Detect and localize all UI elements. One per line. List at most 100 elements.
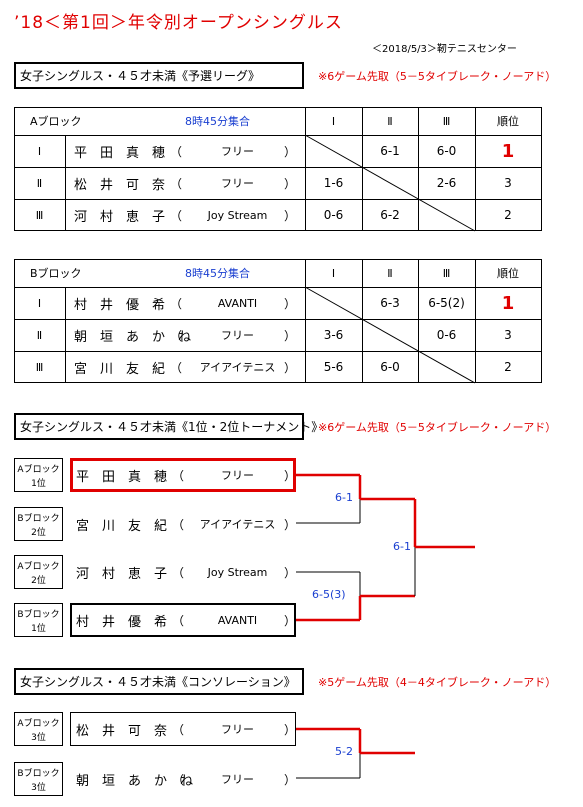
block-box bbox=[14, 555, 63, 589]
row-number: Ⅱ bbox=[36, 176, 43, 190]
row-line bbox=[14, 199, 542, 200]
paren: ） bbox=[284, 208, 297, 223]
section-note: ※6ゲーム先取（5－5タイブレーク・ノーアド） bbox=[318, 70, 557, 83]
rank: 2 bbox=[504, 208, 512, 222]
paren: （ bbox=[172, 722, 185, 737]
paren: （ bbox=[172, 772, 185, 787]
paren: ） bbox=[284, 613, 297, 628]
paren: ） bbox=[284, 565, 297, 580]
paren: ） bbox=[284, 722, 297, 737]
column-header: Ⅰ bbox=[331, 266, 336, 280]
block-rank: Aブロック bbox=[17, 561, 60, 572]
meeting-time: 8時45分集合 bbox=[185, 267, 250, 280]
player-name: 村 井 優 希 bbox=[74, 297, 166, 313]
club: AVANTI bbox=[217, 613, 258, 627]
block-box bbox=[14, 762, 63, 796]
col-line bbox=[362, 259, 363, 383]
section-note: ※6ゲーム先取（5－5タイブレーク・ノーアド） bbox=[318, 421, 557, 434]
block-rank: Bブロック bbox=[17, 609, 60, 620]
match-score: 5-2 bbox=[335, 745, 353, 758]
club: AVANTI bbox=[217, 296, 258, 310]
col-line bbox=[475, 259, 476, 383]
section-heading: 女子シングルス・４５才未満《予選リーグ》 bbox=[14, 62, 304, 89]
player-name: 平 田 真 穂 bbox=[76, 469, 168, 485]
player-name: 平 田 真 穂 bbox=[74, 145, 166, 161]
club: アイアイテニス bbox=[199, 361, 276, 374]
score: 5-6 bbox=[323, 360, 344, 374]
paren: （ bbox=[170, 176, 183, 191]
paren: （ bbox=[170, 360, 183, 375]
paren: （ bbox=[172, 565, 185, 580]
block-rank: 2位 bbox=[31, 527, 46, 538]
col-line bbox=[362, 107, 363, 231]
score: 6-3 bbox=[380, 296, 400, 310]
player-name: 宮 川 友 紀 bbox=[74, 361, 166, 377]
row-line bbox=[14, 351, 542, 352]
club: フリー bbox=[221, 723, 254, 736]
score: 6-1 bbox=[380, 144, 400, 158]
section-heading: 女子シングルス・４５才未満《コンソレーション》 bbox=[14, 668, 304, 695]
col-line bbox=[65, 135, 66, 231]
paren: （ bbox=[170, 296, 183, 311]
player-name: 河 村 恵 子 bbox=[76, 566, 168, 582]
row-line bbox=[14, 167, 542, 168]
block-rank: Bブロック bbox=[17, 768, 60, 779]
player-name: 宮 川 友 紀 bbox=[76, 518, 168, 534]
paren: ） bbox=[284, 176, 297, 191]
header-row bbox=[14, 287, 542, 288]
paren: ） bbox=[284, 360, 297, 375]
row-number: Ⅰ bbox=[37, 296, 42, 310]
score: 1-6 bbox=[323, 176, 344, 190]
match-score: 6-5(3) bbox=[312, 588, 346, 601]
entry-box bbox=[70, 712, 296, 746]
block-box bbox=[14, 458, 63, 492]
match-score: 6-1 bbox=[335, 491, 353, 504]
club: フリー bbox=[221, 773, 254, 786]
entry-box bbox=[70, 603, 296, 637]
table-frame bbox=[14, 107, 542, 231]
column-header: 順位 bbox=[497, 267, 519, 280]
paren: ） bbox=[284, 144, 297, 159]
player-name: 朝 垣 あ か ね bbox=[74, 329, 192, 345]
paren: ） bbox=[284, 772, 297, 787]
block-label: Bブロック bbox=[30, 267, 82, 280]
paren: （ bbox=[172, 468, 185, 483]
club: Joy Stream bbox=[207, 208, 268, 222]
club: フリー bbox=[221, 469, 254, 482]
player-name: 松 井 可 奈 bbox=[76, 723, 168, 739]
rank: 2 bbox=[504, 360, 512, 374]
score: 0-6 bbox=[323, 208, 344, 222]
club: アイアイテニス bbox=[199, 518, 276, 531]
block-rank: 3位 bbox=[31, 732, 46, 743]
paren: ） bbox=[284, 468, 297, 483]
meeting-time: 8時45分集合 bbox=[185, 115, 250, 128]
block-box bbox=[14, 507, 63, 541]
paren: （ bbox=[172, 517, 185, 532]
player-name: 松 井 可 奈 bbox=[74, 177, 166, 193]
block-box bbox=[14, 712, 63, 746]
score: 6-2 bbox=[380, 208, 400, 222]
player-name: 村 井 優 希 bbox=[76, 614, 168, 630]
row-line bbox=[14, 319, 542, 320]
column-header: Ⅲ bbox=[442, 266, 451, 280]
paren: （ bbox=[172, 613, 185, 628]
table-frame bbox=[14, 259, 542, 383]
entry-box bbox=[70, 458, 296, 492]
paren: （ bbox=[170, 144, 183, 159]
rank: 1 bbox=[501, 140, 515, 162]
block-label: Aブロック bbox=[30, 115, 82, 128]
col-line bbox=[305, 259, 306, 383]
rank: 3 bbox=[504, 328, 512, 342]
score: 6-5(2) bbox=[428, 296, 465, 310]
block-rank: Bブロック bbox=[17, 513, 60, 524]
paren: （ bbox=[170, 208, 183, 223]
block-rank: 3位 bbox=[31, 782, 46, 793]
col-line bbox=[65, 287, 66, 383]
block-rank: 2位 bbox=[31, 575, 46, 586]
paren: ） bbox=[284, 328, 297, 343]
col-line bbox=[305, 107, 306, 231]
paren: ） bbox=[284, 296, 297, 311]
paren: （ bbox=[170, 328, 183, 343]
